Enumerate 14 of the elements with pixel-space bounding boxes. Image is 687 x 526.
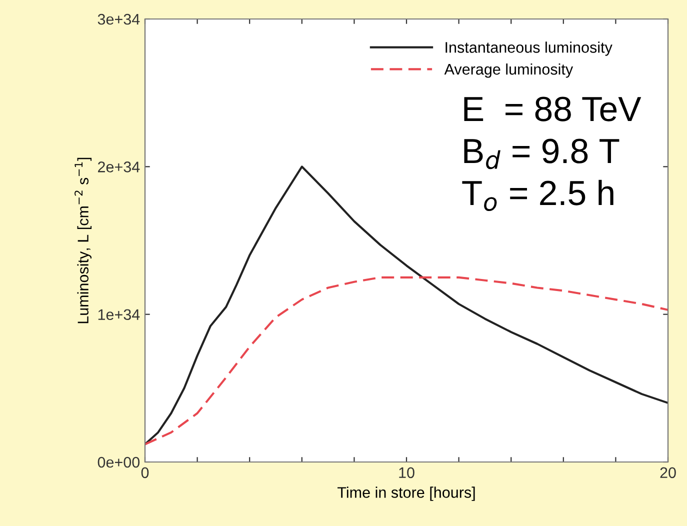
legend-label: Average luminosity	[444, 63, 574, 78]
y-tick-label: 3e+34	[98, 14, 140, 25]
legend-label: Instantaneous luminosity	[446, 42, 612, 56]
y-tick-label: 2e+34	[98, 162, 140, 172]
x-tick-label: 20	[660, 467, 676, 478]
x-axis-title: Time in store [hours]	[338, 486, 475, 501]
y-axis-title: Luminosity, L [cm$^{−2}$ s$^{−1}$]	[74, 158, 92, 324]
y-tick-label: 0e+00	[98, 456, 140, 468]
y-tick-label: 1e+34	[98, 309, 140, 320]
annotation: T$_{o}$ = 2.5 h	[462, 180, 614, 212]
x-tick-label: 0	[141, 467, 149, 478]
annotation: B$_{d}$ = 9.8 T	[464, 138, 620, 170]
x-tick-label: 10	[399, 467, 414, 478]
annotation: E = 88 TeV	[464, 96, 642, 122]
